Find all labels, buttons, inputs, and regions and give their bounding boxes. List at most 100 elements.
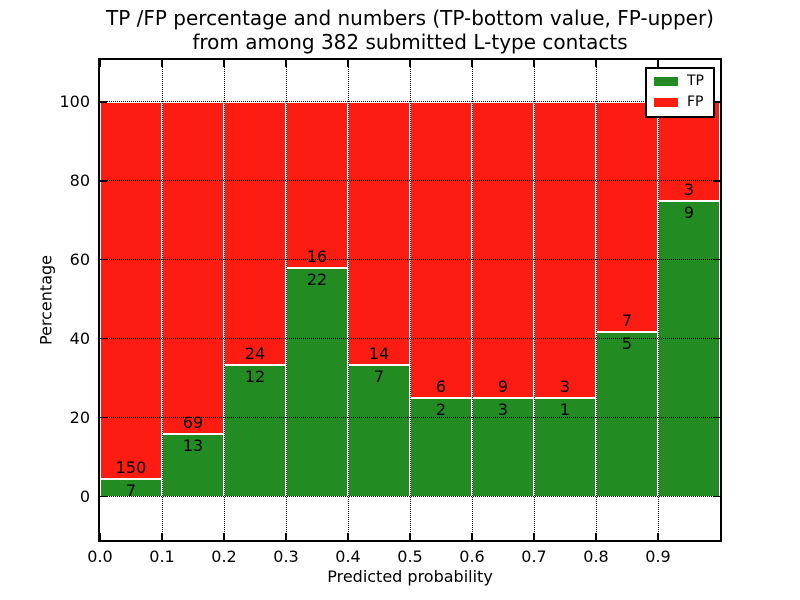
x-gridline <box>471 60 473 540</box>
x-tick-mark-bottom <box>99 533 101 540</box>
x-tick-mark-top <box>595 60 597 67</box>
x-gridline <box>533 60 535 540</box>
tp-count-label: 2 <box>435 399 447 419</box>
bar-tp-segment <box>162 433 224 497</box>
y-tick-label: 80 <box>69 170 90 190</box>
bar-fp-segment <box>286 101 348 269</box>
tp-count-label: 13 <box>182 435 204 455</box>
bar-fp-segment <box>472 101 534 398</box>
y-tick-mark-left <box>100 101 107 103</box>
x-tick-mark-bottom <box>595 533 597 540</box>
y-tick-label: 0 <box>79 486 90 506</box>
fp-count-label: 16 <box>306 247 328 267</box>
tp-count-label: 9 <box>683 202 695 222</box>
y-tick-label: 40 <box>69 328 90 348</box>
x-tick-mark-bottom <box>223 533 225 540</box>
chart-title: TP /FP percentage and numbers (TP-bottom… <box>90 6 730 54</box>
bar-fp-segment <box>100 101 162 479</box>
y-gridline <box>100 338 720 340</box>
x-tick-mark-top <box>99 60 101 67</box>
bar-tp-segment <box>596 332 658 497</box>
x-gridline <box>161 60 163 540</box>
x-gridline <box>595 60 597 540</box>
y-tick-mark-left <box>100 180 107 182</box>
x-tick-mark-bottom <box>409 533 411 540</box>
x-tick-mark-top <box>161 60 163 67</box>
x-tick-mark-top <box>285 60 287 67</box>
y-tick-mark-left <box>100 337 107 340</box>
x-tick-mark-bottom <box>285 533 287 540</box>
y-gridline <box>100 417 720 419</box>
x-tick-mark-bottom <box>471 533 473 540</box>
x-tick-label: 0.6 <box>459 547 485 566</box>
bar-fp-segment <box>348 101 410 365</box>
bar-tp-segment <box>658 200 720 497</box>
y-tick-mark-right <box>713 258 720 261</box>
bar-fp-segment <box>162 101 224 434</box>
chart-title-line2: from among 382 submitted L-type contacts <box>192 30 628 54</box>
x-tick-mark-top <box>223 60 225 67</box>
x-tick-mark-top <box>533 60 535 67</box>
x-tick-label: 0.1 <box>149 547 175 566</box>
fp-count-label: 150 <box>115 457 147 477</box>
legend: TP FP <box>645 67 715 118</box>
bar-fp-segment <box>596 101 658 333</box>
plot-area: TP FP 150 7 69 13 24 12 16 22 14 7 6 2 9 3 3 1 7 5 3 9 <box>98 58 722 542</box>
x-tick-mark-top <box>471 60 473 67</box>
x-tick-mark-bottom <box>347 533 349 540</box>
bar-tp-segment <box>472 397 534 497</box>
bar-fp-segment <box>224 101 286 365</box>
tp-count-label: 7 <box>373 367 385 386</box>
tp-count-label: 1 <box>559 399 571 419</box>
x-tick-label: 0.7 <box>521 547 547 566</box>
bar-tp-segment <box>410 397 472 497</box>
x-tick-label: 0.2 <box>211 547 237 566</box>
legend-swatch-tp <box>654 77 678 86</box>
y-tick-label: 100 <box>59 91 90 111</box>
y-tick-mark-right <box>713 416 720 419</box>
tp-count-label: 7 <box>125 480 137 500</box>
x-axis-label: Predicted probability <box>327 567 493 586</box>
x-gridline <box>223 60 225 540</box>
legend-entry-fp: FP <box>654 95 706 110</box>
y-tick-mark-left <box>100 495 107 498</box>
x-tick-mark-top <box>347 60 349 67</box>
chart-title-line1: TP /FP percentage and numbers (TP-bottom… <box>106 6 714 30</box>
fp-count-label: 14 <box>368 344 390 363</box>
x-gridline <box>285 60 287 540</box>
x-tick-label: 0.9 <box>645 547 671 566</box>
fp-count-label: 3 <box>683 179 695 199</box>
y-tick-mark-left <box>100 258 107 261</box>
y-tick-mark-left <box>100 416 107 419</box>
x-tick-label: 0.5 <box>397 547 423 566</box>
tp-count-label: 12 <box>244 367 266 386</box>
x-gridline <box>657 60 659 540</box>
x-tick-label: 0.3 <box>273 547 299 566</box>
x-tick-label: 0.0 <box>87 547 113 566</box>
x-tick-mark-bottom <box>533 533 535 540</box>
bar-fp-segment <box>534 101 596 398</box>
x-tick-mark-top <box>409 60 411 67</box>
legend-swatch-fp <box>654 98 678 107</box>
y-tick-mark-right <box>713 180 720 182</box>
x-gridline <box>347 60 349 540</box>
y-tick-mark-right <box>713 495 720 498</box>
fp-count-label: 6 <box>435 376 447 396</box>
bar-tp-segment <box>534 397 596 497</box>
tp-count-label: 3 <box>497 399 509 419</box>
tp-count-label: 22 <box>306 270 328 290</box>
y-gridline <box>100 101 720 103</box>
y-tick-label: 60 <box>69 249 90 269</box>
y-tick-mark-right <box>713 101 720 103</box>
y-tick-mark-right <box>713 337 720 340</box>
fp-count-label: 3 <box>559 376 571 396</box>
x-tick-mark-bottom <box>161 533 163 540</box>
legend-label-tp: TP <box>687 73 704 89</box>
y-gridline <box>100 180 720 182</box>
fp-count-label: 24 <box>244 344 266 363</box>
bar-tp-segment <box>286 268 348 497</box>
x-gridline <box>409 60 411 540</box>
bar-fp-segment <box>410 101 472 398</box>
fp-count-label: 69 <box>182 412 204 432</box>
